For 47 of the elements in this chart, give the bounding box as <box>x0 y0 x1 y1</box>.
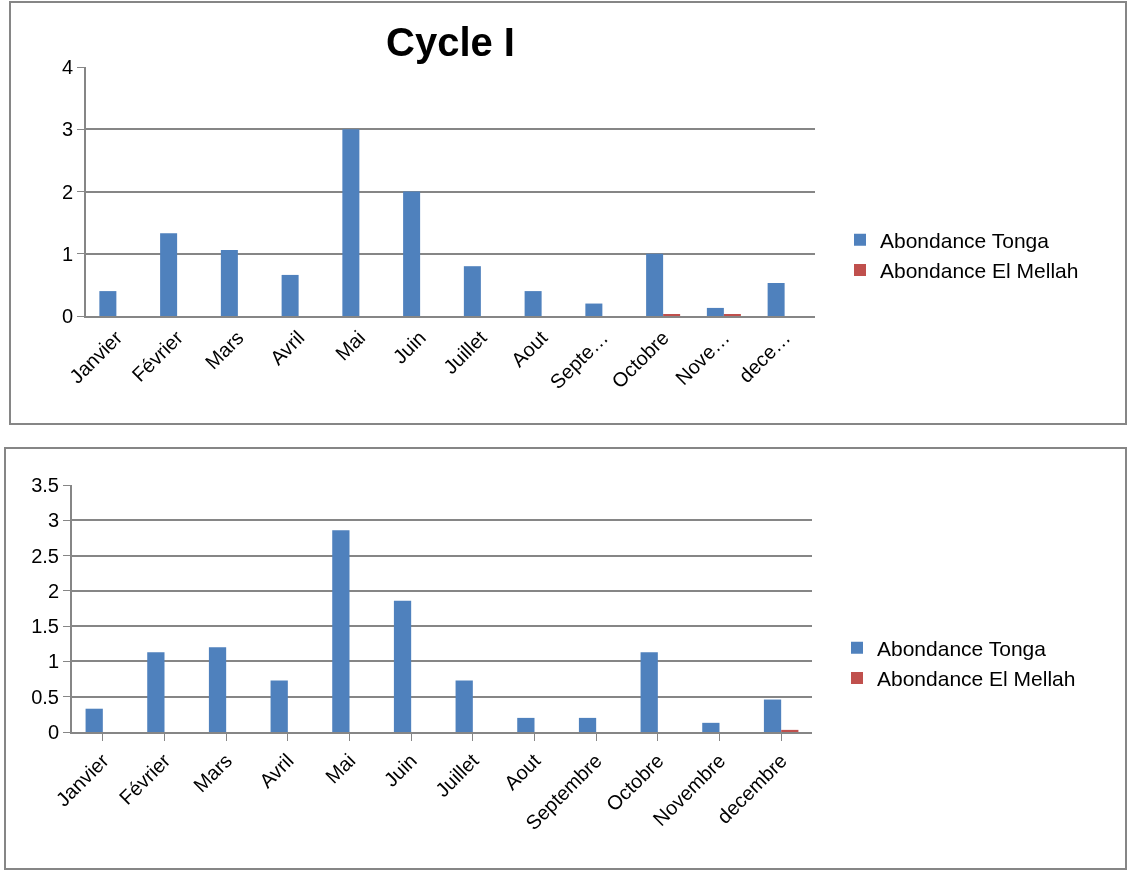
bar <box>403 191 421 316</box>
bar <box>646 253 664 316</box>
legend-label: Abondance El Mellah <box>877 667 1076 691</box>
y-tick-label: 3 <box>61 118 73 141</box>
x-tick-label: Mai <box>330 326 370 365</box>
bar <box>578 717 597 732</box>
bar <box>763 699 782 732</box>
y-tick-label: 4 <box>61 56 73 78</box>
bar <box>208 647 227 732</box>
bar <box>640 652 658 732</box>
legend-label: Abondance Tonga <box>880 228 1050 252</box>
bar <box>455 680 473 732</box>
legend-label: Abondance El Mellah <box>880 259 1079 283</box>
legend-label: Abondance Tonga <box>877 636 1047 660</box>
bar <box>517 717 535 732</box>
bar <box>393 600 412 732</box>
bar <box>342 129 360 316</box>
x-tick-label: Mai <box>321 749 360 788</box>
bar <box>99 291 117 316</box>
bar <box>706 307 724 316</box>
y-tick-label: 3.5 <box>31 474 59 496</box>
bar <box>270 680 288 732</box>
y-tick-label: 2.5 <box>31 544 59 567</box>
bar <box>147 652 165 732</box>
x-tick-label: Juin <box>379 749 422 791</box>
y-tick-label: 1 <box>61 242 73 265</box>
y-tick-label: 0 <box>61 305 73 327</box>
y-tick-label: 2 <box>47 579 59 602</box>
bar <box>463 266 481 316</box>
bar <box>281 274 299 316</box>
x-tick-label: Juin <box>388 326 431 368</box>
bar <box>781 729 799 732</box>
bar <box>160 233 178 316</box>
bar <box>220 250 238 316</box>
y-tick-label: 3 <box>47 509 59 532</box>
bar <box>702 722 720 732</box>
bar <box>585 303 603 316</box>
y-tick-label: 0.5 <box>31 685 59 708</box>
bar <box>524 291 542 316</box>
y-tick-label: 2 <box>61 180 73 203</box>
y-tick-label: 0 <box>47 721 59 743</box>
chart-title: Cycle I <box>386 20 515 64</box>
bar <box>767 283 785 316</box>
bar <box>85 708 103 732</box>
y-tick-label: 1 <box>47 650 59 673</box>
bar <box>332 530 350 732</box>
y-tick-label: 1.5 <box>31 615 59 638</box>
